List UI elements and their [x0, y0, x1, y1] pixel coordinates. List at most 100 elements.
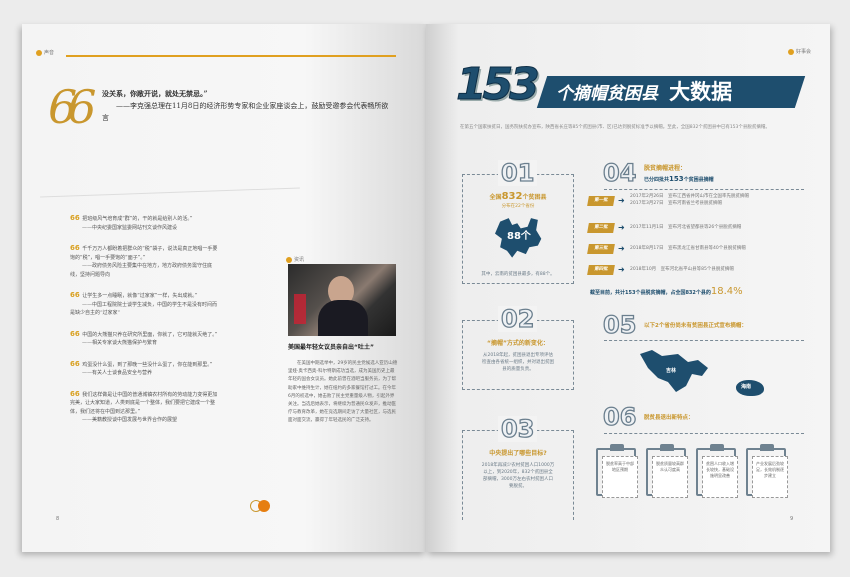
section-tag: 好事会 [788, 48, 811, 55]
lead-quote: 没关系，你敞开说，就处无禁忌。” ——李克强总理在11月8日的经济形势专家和企业… [102, 88, 392, 124]
step-text: 2018年8月17日 宣布黑龙江省甘南县等40个县脱贫摘帽 [630, 246, 746, 251]
arrow-right-icon: ➜ [618, 265, 625, 274]
map-label-hainan: 海南 [741, 384, 752, 390]
quote-mark-icon: 66 [70, 329, 83, 338]
title-number: 153 [456, 59, 541, 110]
quote-text: 鸡蛋没什么蛋，到了那晚一些没什么蛋了，你在能到那里。” [82, 361, 213, 368]
header-rule [66, 55, 396, 57]
section-02-number: 02 [498, 305, 538, 333]
yunnan-map [495, 218, 542, 258]
sub-prefix: 已分四批共 [644, 177, 670, 183]
sub-suffix: 个贫困县摘帽 [683, 177, 714, 183]
intro-text: 在第五个国家扶贫日，国务院扶贫办宣布，陕西省长庄等85个贫困县(市、区)已达到脱… [460, 125, 770, 130]
step-badge: 第四批 [587, 265, 615, 275]
section-04-number: 04 [602, 159, 637, 187]
section-02-body: 从2018年起，贫困县退出专项评估检查由各省统一组织，并对退出贫困县的质量负责。 [482, 353, 554, 372]
section-04-subheading: 已分四批共153个贫困县摘帽 [644, 175, 714, 185]
step-badge: 第二批 [587, 223, 615, 233]
step-text: 2017年2月26日 宣布江西省井冈山市在全国率先脱贫摘帽 [630, 194, 750, 199]
quote-item: 66 鸡蛋没什么蛋，到了那晚一些没什么蛋了，你在能到那里。” ——有关人士谈食品安… [70, 360, 218, 378]
right-page: 好事会 153 个摘帽贫困县 大数据 在第五个国家扶贫日，国务院扶贫办宣布，陕西… [426, 24, 830, 552]
quotes-list: 66 把班级风气培育成“群”的，干的就是给别人的活。” ——中央纪委国家监委网站刊… [70, 214, 218, 437]
section-01-footnote: 其中，云南的贫困县最多，有88个。 [481, 272, 555, 277]
section-04-heading: 脱贫摘帽进程： [644, 165, 687, 172]
quote-attribution: ——中国工程院院士谈学生减负，中国的学生不是没有时间而是缺少自主的“过家家” [70, 301, 218, 317]
jilin-map [640, 350, 708, 392]
title-text: 个摘帽贫困县 大数据 [556, 78, 732, 108]
map-label-jilin: 吉林 [666, 368, 677, 374]
step-text: 2017年3月27日 宣布河南省兰考县脱贫摘帽 [630, 201, 723, 206]
section-02-heading: “摘帽”方式的新变化： [487, 340, 549, 347]
news-tag: 资讯 [286, 252, 304, 264]
page-number: 9 [790, 516, 794, 522]
card-text: 脱贫质量较高群众认可度高 [652, 456, 688, 498]
clipboard-icon [710, 444, 724, 451]
divider [40, 187, 300, 198]
arrow-right-icon: ➜ [618, 244, 625, 253]
quote-item: 66 把班级风气培育成“群”的，干的就是给别人的活。” ——中央纪委国家监委网站刊… [70, 214, 218, 232]
card-text: 产业发展后劲较足，长效机制逐步建立 [752, 456, 788, 498]
province-count: 分布在22个省份 [501, 204, 535, 209]
arrow-right-icon: ➜ [618, 223, 625, 232]
section-03-body: 2018年再减少农村贫困人口1000万以上，到2020年，832个贫困县全部摘帽… [481, 463, 555, 489]
section-06-number: 06 [602, 403, 637, 431]
quote-text: 中国的大熊猫只养在研究所里面，你就了，它可能就灭绝了。” [82, 331, 218, 338]
clipboard-icon [760, 444, 774, 451]
hainan-map [736, 380, 764, 396]
clipboard-card: 脱贫质量较高群众认可度高 [646, 444, 688, 498]
title-text-big-data: 大数据 [669, 80, 733, 104]
section-03-number: 03 [498, 415, 538, 443]
total-suffix: 个贫困县 [522, 194, 547, 201]
quote-item: 66 中国的大熊猫只养在研究所里面，你就了，它可能就灭绝了。” ——相关专家谈大熊… [70, 330, 218, 348]
news-body: 在美国中期选举中，29岁的民主党候选人亚历山德里娅·奥卡西奥-科尔特斯成功当选，… [288, 361, 398, 424]
card-text: 贫困人口收入增长较快，基础设施明显改善 [702, 456, 738, 498]
card-text: 脱贫率高于中部地区预期 [602, 456, 638, 498]
quote-mark-icon: 66 [70, 214, 83, 222]
clipboard-card: 贫困人口收入增长较快，基础设施明显改善 [696, 444, 738, 498]
left-page: 声音 66 没关系，你敞开说，就处无禁忌。” ——李克强总理在11月8日的经济形… [22, 24, 426, 552]
quote-mark-icon: 66 [70, 359, 83, 368]
quote-attribution: ——相关专家谈大熊猫保护与繁育 [82, 340, 158, 346]
quote-attribution: ——美籍教授谈中国发展与世界合作的展望 [82, 417, 178, 423]
clipboard-card: 产业发展后劲较足，长效机制逐步建立 [746, 444, 788, 498]
step-text: 2018年10月 宣布河北省平山县等85个县脱贫摘帽 [630, 267, 734, 272]
clipboard-card: 脱贫率高于中部地区预期 [596, 444, 638, 498]
total-number: 832 [501, 191, 523, 202]
section-05-number: 05 [602, 311, 637, 339]
quote-item: 66 千千万万人都盼着把群众的“税”袋子，说法是真正地唱一手要饱的“税”，唱一手… [70, 244, 218, 279]
bullet-icon [36, 49, 42, 56]
quote-mark-icon: 66 [48, 80, 96, 134]
quote-text: 千千万万人都盼着把群众的“税”袋子，说法是真正地唱一手要饱的“税”，唱一手要饱的… [70, 246, 218, 261]
quote-attribution: ——中央纪委国家监委网站刊文谈作风建设 [82, 224, 178, 231]
steps-list: 第一批 ➜ 2017年2月26日 宣布江西省井冈山市在全国率先脱贫摘帽 2017年3月… [587, 194, 808, 296]
title-text-main: 个摘帽贫困县 [556, 84, 658, 104]
news-photo [288, 264, 396, 336]
quote-mark-icon: 66 [70, 291, 83, 299]
divider [604, 189, 804, 190]
section-01-box: 全国832个贫困县 分布在22个省份 88个 其中，云南的贫困县最多，有88个。 [462, 174, 574, 284]
sub-number: 153 [669, 175, 684, 183]
section-tag-label: 好事会 [796, 49, 812, 55]
quote-mark-icon: 66 [70, 389, 83, 398]
quote-mark-icon: 66 [70, 244, 83, 252]
quote-item: 66 我们这样做是让中国的普通城镇农村所有的劳动能力变得更加完美，让大家知道，人… [70, 390, 218, 425]
section-06-heading: 脱贫县退出新特点： [644, 415, 694, 421]
step-badge: 第三批 [587, 244, 615, 254]
lead-quote-text: 没关系，你敞开说，就处无禁忌。” [102, 89, 208, 98]
quote-item: 66 让学生多一点睡眠，就像“过家家”一样，失出成就。” ——中国工程院院士谈学生… [70, 291, 218, 318]
section-05-heading: 以下2个省份尚未有贫困县正式宣布摘帽： [644, 323, 747, 329]
divider [604, 433, 804, 434]
section-tag: 声音 [36, 49, 54, 56]
quote-text: 把班级风气培育成“群”的，干的就是给别人的活。” [82, 216, 193, 222]
section-03-heading: 中央提出了哪些目标? [489, 450, 547, 457]
quote-attribution: ——政府债务风险主要集中在地方，地方政府债务需守住底线，坚持问题导向 [70, 263, 213, 278]
quote-mark-icon [250, 494, 274, 514]
map-label: 88个 [507, 231, 531, 242]
clipboard-icon [660, 444, 674, 451]
section-03-box: 中央提出了哪些目标? 2018年再减少农村贫困人口1000万以上，到2020年，… [462, 430, 574, 520]
summary-percent: 18.4% [710, 286, 743, 297]
step-text: 2017年11月1日 宣布河北省望都县等26个县脱贫摘帽 [630, 225, 742, 230]
bullet-icon [286, 256, 292, 263]
lead-quote-attribution: ——李克强总理在11月8日的经济形势专家和企业家座谈会上，鼓励受邀参会代表畅所欲… [102, 102, 389, 122]
step-badge: 第一批 [587, 196, 615, 206]
